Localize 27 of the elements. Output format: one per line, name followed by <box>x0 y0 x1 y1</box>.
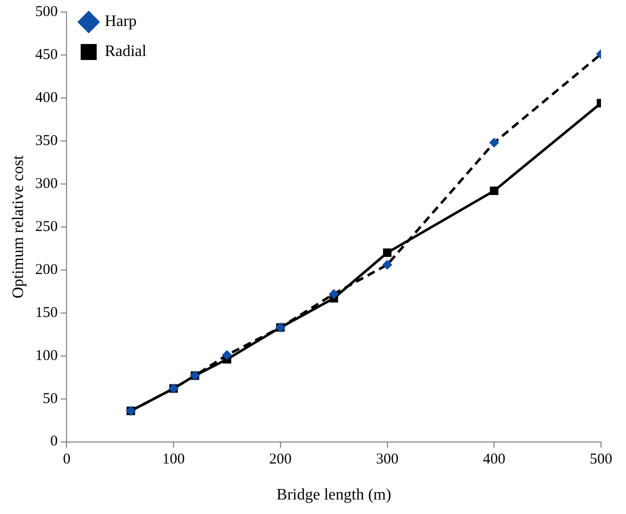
y-axis-title: Optimum relative cost <box>10 154 27 298</box>
point <box>222 350 232 360</box>
y-tick-label: 450 <box>35 46 58 63</box>
y-tick-label: 150 <box>35 304 58 321</box>
point <box>328 288 339 299</box>
y-tick-label: 50 <box>42 390 58 407</box>
y-tick-label: 400 <box>35 90 58 106</box>
y-tick-label: 300 <box>35 176 58 192</box>
y-tick-label: 100 <box>35 348 58 364</box>
legend-label: Radial <box>104 43 148 60</box>
x-axis-title: Bridge length (m) <box>276 486 392 504</box>
x-tick-label: 0 <box>62 452 70 468</box>
x-tick-label: 300 <box>376 452 399 468</box>
y-tick-label: 500 <box>35 4 58 20</box>
point <box>382 260 392 270</box>
point <box>489 138 500 148</box>
x-tick-label: 100 <box>162 452 185 468</box>
x-tick-label: 500 <box>590 452 612 468</box>
legend-label: Harp <box>104 13 137 30</box>
x-tick-label: 200 <box>269 452 292 468</box>
y-tick-label: 0 <box>50 434 58 450</box>
y-tick-label: 350 <box>35 132 58 149</box>
y-tick-label: 250 <box>35 218 58 235</box>
x-tick-label: 400 <box>482 452 506 468</box>
point <box>383 248 392 257</box>
point <box>490 186 498 196</box>
y-tick-label: 200 <box>35 262 58 278</box>
